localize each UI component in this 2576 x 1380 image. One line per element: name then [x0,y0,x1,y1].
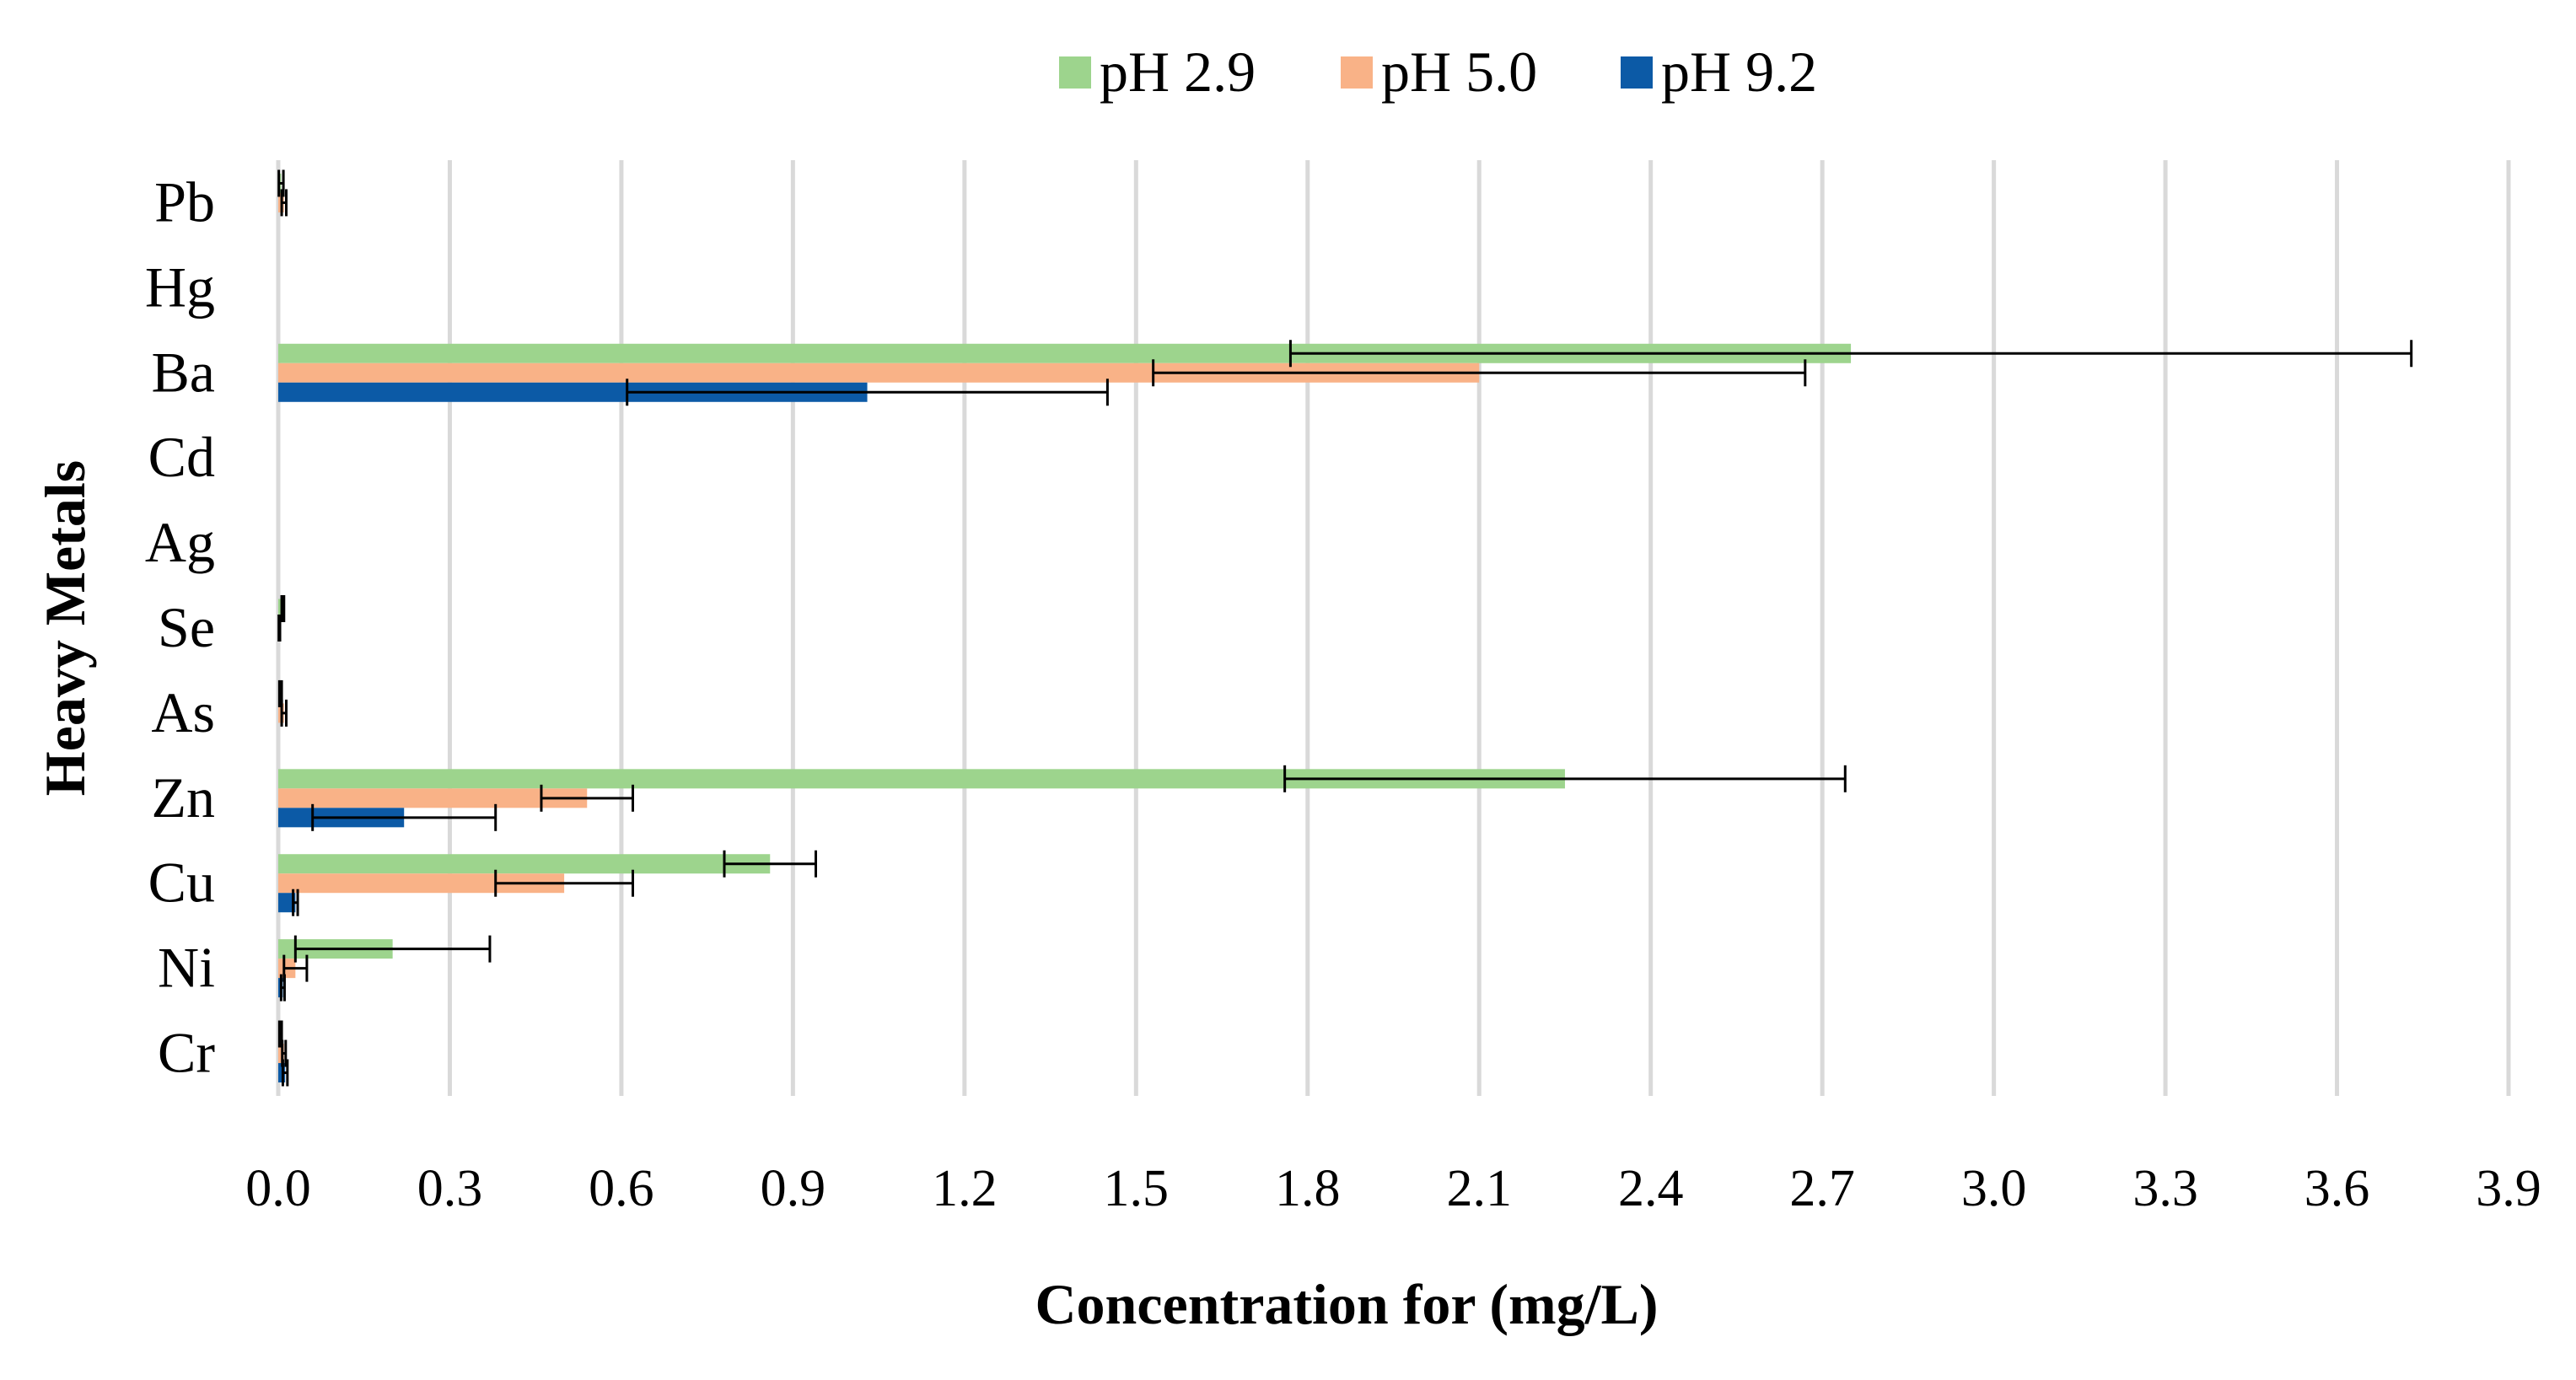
x-axis-title: Concentration for (mg/L) [1035,1272,1658,1336]
error-bar-Ni-ph-2-9 [293,935,492,963]
y-category-labels: Pb Hg Ba Cd Ag Se As Zn Cu Ni Cr [145,169,215,1084]
legend-item-ph-5-0: pH 5.0 [1341,40,1537,104]
x-tick-label: 1.2 [932,1160,998,1217]
error-bar-Cu-ph-5-0 [494,869,634,897]
bar-Ba-ph-9-2 [278,382,868,402]
x-tick-label: 3.3 [2132,1160,2198,1217]
error-bar-Ba-ph-2-9 [1288,340,2413,368]
legend-swatch [1341,56,1373,89]
error-bar-Ni-ph-9-2 [279,974,286,1001]
category-label-Cu: Cu [148,851,215,915]
x-tick-label: 0.0 [245,1160,311,1217]
x-tick-label: 3.9 [2476,1160,2541,1217]
x-tick-labels: 0.0 0.3 0.6 0.9 1.2 1.5 1.8 2.1 2.4 2.7 3.0 3.3 3.6 3… [245,1160,2541,1217]
error-bar-Cr-ph-9-2 [281,1059,289,1087]
legend-label: pH 2.9 [1100,40,1256,104]
legend-item-ph-9-2: pH 9.2 [1621,40,1817,104]
error-bar-Se-ph-5-0 [277,615,282,642]
x-tick-label: 2.1 [1446,1160,1512,1217]
error-bar-As-ph-5-0 [280,699,288,727]
error-bar-Cu-ph-2-9 [723,850,818,878]
bar-Zn-ph-2-9 [278,769,1565,789]
error-bar-Zn-ph-5-0 [540,784,634,812]
legend: pH 2.9 pH 5.0 pH 9.2 [1059,40,1817,104]
bar-Cu-ph-2-9 [278,854,771,874]
category-label-Ni: Ni [158,936,215,1000]
x-tick-label: 1.8 [1275,1160,1341,1217]
x-tick-label: 0.3 [417,1160,483,1217]
error-bar-Se-ph-2-9 [280,595,286,622]
x-tick-label: 3.6 [2304,1160,2370,1217]
category-label-Hg: Hg [145,255,215,319]
legend-swatch [1621,56,1653,89]
x-tick-label: 3.0 [1961,1160,2027,1217]
legend-label: pH 9.2 [1661,40,1817,104]
error-bar-Pb-ph-5-0 [280,189,288,217]
error-bar-Zn-ph-2-9 [1283,765,1847,792]
legend-item-ph-2-9: pH 2.9 [1059,40,1256,104]
category-label-Ag: Ag [145,510,215,574]
bar-Cu-ph-5-0 [278,873,565,894]
legend-swatch [1059,56,1091,89]
bar-Ba-ph-5-0 [278,362,1480,383]
category-label-Pb: Pb [154,169,215,234]
bar-Ba-ph-2-9 [278,343,1852,363]
error-bars [277,169,2413,1087]
error-bar-Ba-ph-9-2 [626,379,1109,406]
gridlines [276,160,2511,1096]
category-label-Zn: Zn [151,765,215,830]
x-tick-label: 0.6 [589,1160,654,1217]
error-bar-Ba-ph-5-0 [1152,359,1807,387]
category-label-Ba: Ba [151,340,215,404]
x-tick-label: 0.9 [761,1160,826,1217]
legend-label: pH 5.0 [1381,40,1537,104]
bar-Zn-ph-5-0 [278,788,588,808]
x-tick-label: 2.4 [1618,1160,1684,1217]
category-label-Cd: Cd [148,425,215,489]
bar-Cu-ph-9-2 [278,893,296,913]
error-bar-Cu-ph-9-2 [292,889,299,916]
bars [278,173,1852,1083]
error-bar-Zn-ph-9-2 [311,803,497,831]
x-tick-label: 2.7 [1789,1160,1855,1217]
category-label-Cr: Cr [158,1021,215,1085]
category-label-Se: Se [158,595,215,659]
x-tick-label: 1.5 [1104,1160,1170,1217]
y-axis-title: Heavy Metals [33,460,97,796]
error-bar-Pb-ph-2-9 [277,169,285,197]
category-label-As: As [151,680,215,744]
